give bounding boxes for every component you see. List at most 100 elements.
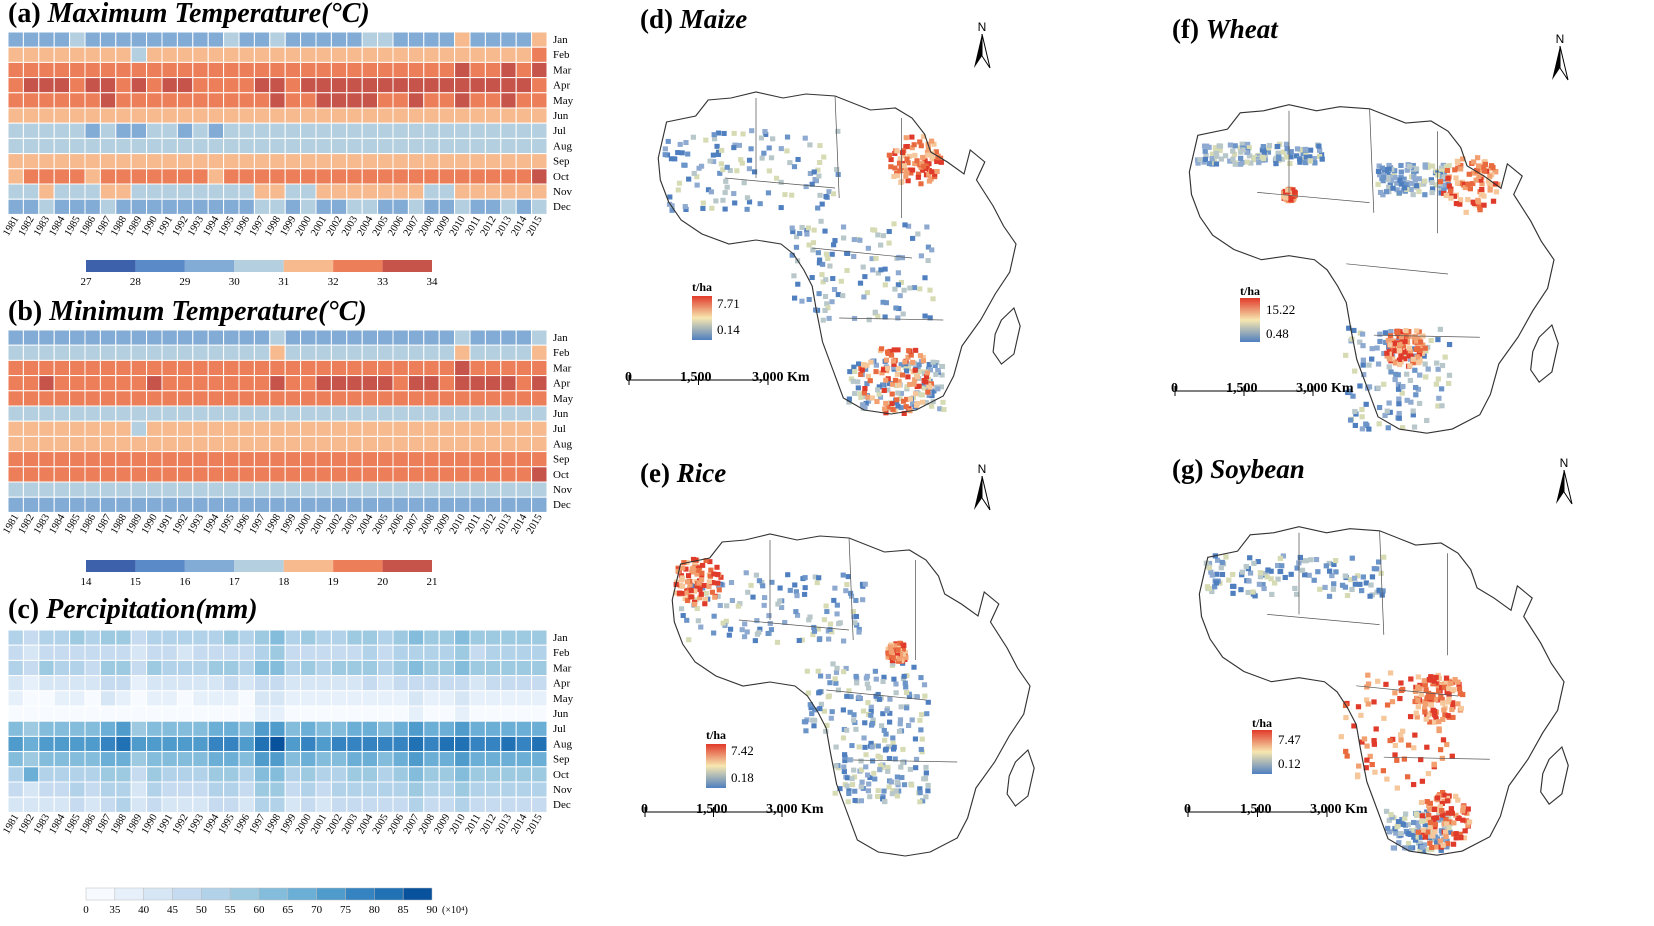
map-e-yield-pixel — [893, 690, 899, 696]
map-e-yield-pixel — [679, 565, 686, 571]
heatmap-c-cell — [38, 644, 55, 661]
heatmap-c-cell — [84, 675, 101, 692]
map-d-yield-pixel — [927, 384, 933, 390]
heatmap-c-cell — [346, 766, 363, 783]
map-f-yield-pixel — [1203, 143, 1210, 149]
map-e-yield-pixel — [874, 696, 880, 702]
map-f-yield-pixel — [1388, 342, 1394, 348]
map-e-scale-0: 0 — [641, 802, 648, 817]
heatmap-a-cell — [176, 137, 194, 155]
heatmap-a-cell — [69, 107, 86, 124]
map-e-yield-pixel — [889, 644, 895, 650]
heatmap-c-colorbar-tick: 70 — [311, 904, 323, 916]
heatmap-b-cell — [407, 420, 425, 437]
map-f-yield-pixel — [1239, 160, 1245, 166]
map-e-yield-pixel — [867, 794, 873, 800]
map-d-yield-pixel — [675, 187, 681, 193]
map-f-yield-pixel — [1281, 191, 1287, 197]
map-e-yield-pixel — [695, 565, 701, 571]
heatmap-b-cell — [315, 329, 332, 346]
heatmap-b-cell — [53, 481, 71, 498]
map-e-yield-pixel — [717, 602, 723, 608]
map-f-yield-pixel — [1444, 192, 1450, 198]
map-f-yield-pixel — [1398, 175, 1404, 181]
heatmap-c-cell — [269, 720, 286, 737]
map-e-yield-pixel — [827, 621, 834, 627]
map-e-yield-pixel — [913, 765, 919, 771]
map-e-yield-pixel — [861, 735, 867, 741]
map-e-yield-pixel — [760, 583, 766, 589]
map-d-yield-pixel — [926, 361, 932, 367]
map-f-yield-pixel — [1470, 170, 1477, 176]
heatmap-c-cell — [176, 675, 194, 692]
map-d-yield-pixel — [878, 242, 884, 248]
map-e-yield-pixel — [894, 780, 901, 786]
map-f-yield-pixel — [1386, 342, 1392, 348]
map-f-yield-pixel — [1286, 187, 1292, 193]
map-e-yield-pixel — [894, 793, 901, 799]
heatmap-b-cell — [53, 344, 71, 361]
map-f-yield-pixel — [1255, 152, 1261, 158]
map-e-yield-pixel — [873, 693, 879, 699]
heatmap-a-cell — [84, 122, 101, 139]
map-d-yield-pixel — [815, 167, 821, 173]
heatmap-a-cell — [361, 122, 379, 139]
map-g-yield-pixel — [1431, 815, 1437, 821]
heatmap-c-cell — [515, 781, 533, 798]
map-e-yield-pixel — [855, 696, 862, 702]
heatmap-b-cell — [146, 375, 163, 392]
map-g-yield-pixel — [1413, 710, 1419, 716]
map-f-yield-pixel — [1202, 156, 1209, 162]
map-e-yield-pixel — [885, 650, 891, 656]
map-g-yield-pixel — [1441, 820, 1447, 826]
map-d-yield-pixel — [894, 148, 900, 154]
map-e-yield-pixel — [894, 774, 901, 780]
heatmap-b-cell — [438, 496, 456, 513]
map-g-yield-pixel — [1400, 686, 1406, 692]
map-e-yield-pixel — [832, 790, 838, 796]
heatmap-a-cell — [115, 122, 132, 139]
heatmap-a-cell — [192, 46, 209, 63]
map-d-yield-pixel — [846, 399, 852, 405]
heatmap-a-cell — [392, 153, 409, 170]
heatmap-b-cell — [531, 359, 548, 377]
map-g-yield-pixel — [1375, 678, 1381, 684]
map-d-yield-pixel — [823, 193, 829, 199]
map-g-yield-pixel — [1247, 555, 1253, 561]
map-g-yield-pixel — [1439, 684, 1445, 691]
map-e-yield-pixel — [892, 657, 898, 663]
map-f-yield-pixel — [1262, 152, 1269, 158]
map-d-yield-pixel — [882, 406, 888, 412]
map-d-yield-pixel — [820, 261, 826, 267]
map-f-yield-pixel — [1392, 174, 1398, 181]
map-e-yield-pixel — [715, 580, 721, 586]
map-g-yield-pixel — [1342, 573, 1349, 579]
map-d-yield-pixel — [912, 367, 918, 373]
map-d-yield-pixel — [835, 292, 841, 298]
map-g-yield-pixel — [1431, 816, 1437, 822]
heatmap-b-cell — [515, 329, 533, 346]
map-d-yield-pixel — [906, 406, 912, 412]
map-d-yield-pixel — [904, 386, 910, 392]
map-e-yield-pixel — [702, 601, 708, 607]
heatmap-a-cell — [192, 122, 209, 139]
map-g-yield-pixel — [1381, 715, 1387, 721]
map-e-yield-pixel — [825, 673, 831, 679]
map-f-yield-pixel — [1453, 175, 1459, 181]
map-d-yield-pixel — [908, 361, 914, 367]
map-d-yield-pixel — [892, 377, 899, 383]
heatmap-b-cell — [176, 390, 194, 407]
heatmap-a-cell — [284, 153, 302, 170]
map-d-yield-pixel — [713, 198, 719, 204]
heatmap-b-cell — [284, 344, 302, 361]
map-f-yield-pixel — [1479, 181, 1485, 187]
map-f-yield-pixel — [1416, 360, 1422, 366]
heatmap-a-cell — [500, 31, 517, 48]
map-f-yield-pixel — [1435, 376, 1442, 382]
map-d-yield-pixel — [721, 130, 727, 136]
map-e-yield-pixel — [925, 788, 931, 794]
heatmap-c-cell — [192, 781, 209, 798]
map-f-yield-pixel — [1211, 160, 1218, 166]
heatmap-a-cell — [176, 122, 194, 139]
map-e-yield-pixel — [803, 719, 809, 725]
